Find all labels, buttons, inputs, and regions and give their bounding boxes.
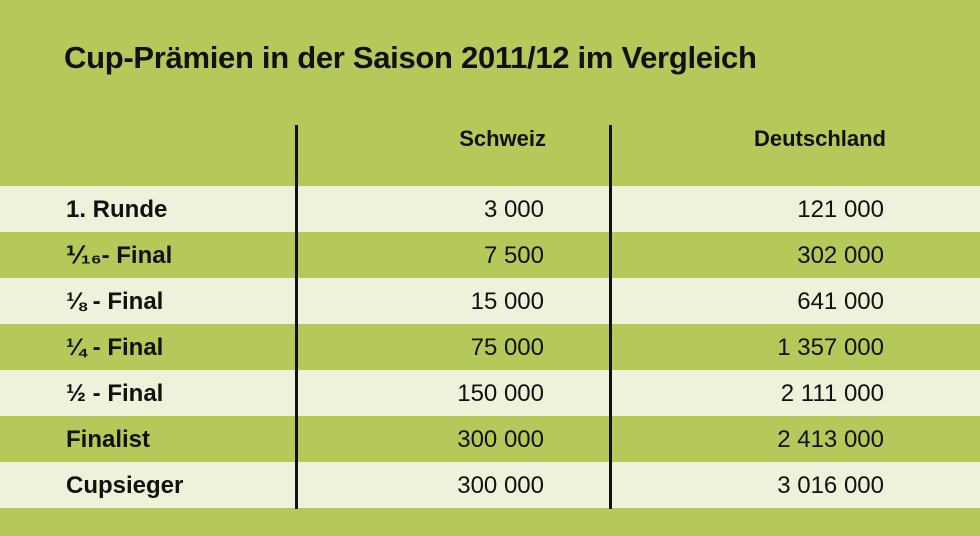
cell-deutschland: 121 000 xyxy=(797,196,884,223)
row-label: Cupsieger xyxy=(66,472,184,499)
cell-schweiz: 300 000 xyxy=(457,426,544,453)
cell-deutschland: 2 413 000 xyxy=(777,426,884,453)
table-row: Cupsieger 300 000 3 016 000 xyxy=(0,462,980,508)
page-title: Cup-Prämien in der Saison 2011/12 im Ver… xyxy=(64,40,757,75)
cell-deutschland: 302 000 xyxy=(797,242,884,269)
column-divider xyxy=(295,125,298,509)
row-label: ⅟₁₆- Final xyxy=(66,242,173,269)
column-divider xyxy=(609,125,612,509)
cell-schweiz: 75 000 xyxy=(470,334,544,361)
table-row: Finalist 300 000 2 413 000 xyxy=(0,416,980,462)
row-label: Finalist xyxy=(66,426,151,453)
column-header-schweiz: Schweiz xyxy=(459,126,546,151)
table-row: ¼ - Final 75 000 1 357 000 xyxy=(0,324,980,370)
cell-deutschland: 2 111 000 xyxy=(780,380,884,407)
table-body: 1. Runde 3 000 121 000 ⅟₁₆- Final 7 500 … xyxy=(0,186,980,508)
table-row: 1. Runde 3 000 121 000 xyxy=(0,186,980,232)
cell-schweiz: 300 000 xyxy=(457,472,544,499)
row-label: 1. Runde xyxy=(66,196,168,223)
cell-deutschland: 1 357 000 xyxy=(777,334,884,361)
row-label: ½ - Final xyxy=(66,380,164,407)
cell-schweiz: 3 000 xyxy=(483,196,544,223)
row-label: ¼ - Final xyxy=(66,334,164,361)
cell-deutschland: 641 000 xyxy=(797,288,884,315)
table-row: ⅟₁₆- Final 7 500 302 000 xyxy=(0,232,980,278)
cell-schweiz: 150 000 xyxy=(457,380,544,407)
cell-schweiz: 7 500 xyxy=(483,242,544,269)
cell-schweiz: 15 000 xyxy=(470,288,544,315)
table-row: ½ - Final 150 000 2 111 000 xyxy=(0,370,980,416)
row-label: ⅛ - Final xyxy=(66,288,164,315)
table-row: ⅛ - Final 15 000 641 000 xyxy=(0,278,980,324)
cell-deutschland: 3 016 000 xyxy=(777,472,884,499)
column-header-deutschland: Deutschland xyxy=(753,126,886,151)
